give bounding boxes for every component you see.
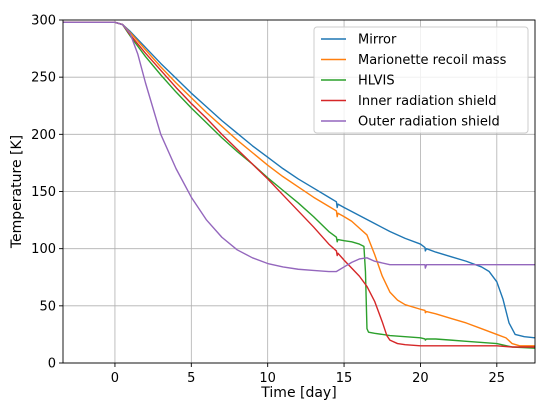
x-axis-title: Time [day] (260, 385, 336, 401)
legend: Mirror Marionette recoil mass HLVIS Inner r… (313, 26, 529, 134)
y-tick-label: 50 (39, 299, 56, 314)
x-tick-label: 20 (412, 371, 429, 386)
y-tick-label: 300 (31, 14, 56, 29)
series-line-4 (63, 21, 535, 273)
legend-label: Marionette recoil mass (358, 53, 507, 68)
x-tick-label: 25 (489, 371, 506, 386)
y-axis-title: Temperature [K] (9, 135, 25, 249)
legend-label: Outer radiation shield (358, 115, 500, 130)
y-tick-label: 100 (31, 242, 56, 257)
series-lines (63, 21, 535, 349)
x-tick-label: 5 (187, 371, 195, 386)
series-line-3 (63, 21, 535, 348)
legend-label: HLVIS (358, 74, 395, 89)
series-line-2 (63, 21, 535, 349)
legend-label: Inner radiation shield (358, 94, 496, 109)
grid (63, 19, 535, 364)
y-tick-label: 250 (31, 71, 56, 86)
y-tick-label: 0 (48, 357, 56, 372)
legend-box (313, 26, 529, 134)
series-line-0 (63, 21, 535, 339)
y-tick-label: 200 (31, 128, 56, 143)
x-tick-label: 0 (111, 371, 119, 386)
legend-label: Mirror (358, 33, 397, 48)
y-tick-label: 150 (31, 185, 56, 200)
x-tick-label: 10 (259, 371, 276, 386)
series-line-1 (63, 21, 535, 347)
x-tick-label: 15 (336, 371, 353, 386)
